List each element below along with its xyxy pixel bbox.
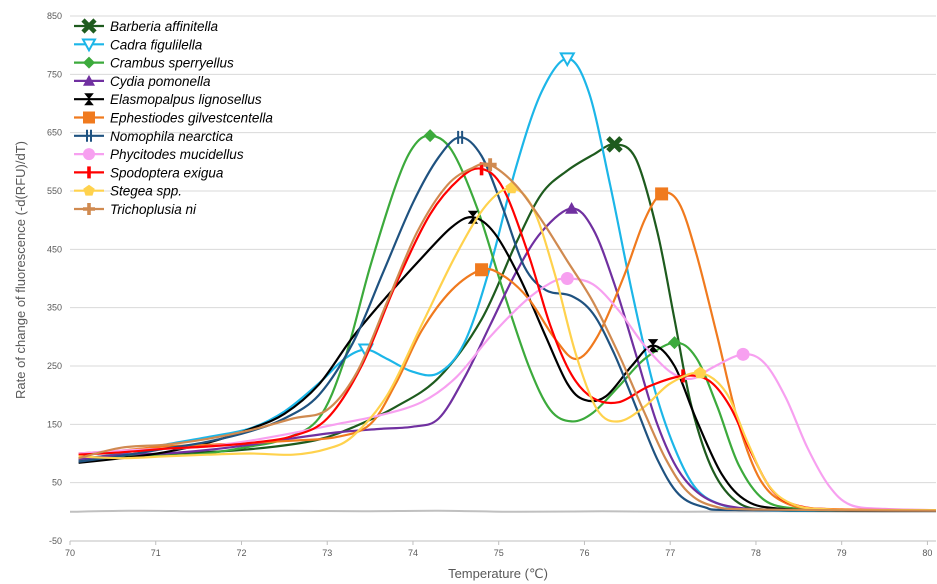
legend-item: Barberia affinitella bbox=[74, 18, 219, 34]
series-marker bbox=[694, 366, 707, 379]
legend-label: Cydia pomonella bbox=[110, 74, 211, 89]
x-tick-label: 79 bbox=[837, 548, 847, 558]
series-3 bbox=[78, 202, 937, 512]
legend-label: Elasmopalpus lignosellus bbox=[110, 92, 262, 107]
x-tick-label: 76 bbox=[579, 548, 589, 558]
y-tick-label: 550 bbox=[47, 186, 62, 196]
series-1 bbox=[78, 52, 937, 512]
legend-item: Trichoplusia ni bbox=[74, 202, 197, 217]
y-tick-label: 350 bbox=[47, 303, 62, 313]
series-marker bbox=[483, 158, 497, 172]
series-line bbox=[78, 57, 937, 512]
series-marker bbox=[606, 136, 623, 153]
x-tick-label: 77 bbox=[665, 548, 675, 558]
series-10 bbox=[78, 158, 937, 512]
series-marker bbox=[647, 339, 659, 353]
x-tick-label: 72 bbox=[236, 548, 246, 558]
y-tick-label: 650 bbox=[47, 128, 62, 138]
x-tick-label: 70 bbox=[65, 548, 75, 558]
series-marker bbox=[479, 162, 484, 176]
legend-marker bbox=[83, 148, 95, 161]
x-tick-label: 78 bbox=[751, 548, 761, 558]
legend-item: Nomophila nearctica bbox=[74, 129, 234, 144]
x-axis-title: Temperature (℃) bbox=[448, 566, 548, 581]
series-line bbox=[78, 186, 937, 512]
series-line bbox=[78, 216, 937, 512]
series-5 bbox=[78, 187, 937, 512]
x-axis-ticks: 70 71 72 73 74 75 76 77 78 79 80 bbox=[65, 541, 932, 558]
series-line bbox=[78, 191, 937, 512]
legend: Barberia affinitella Cadra figulilella Cra… bbox=[74, 18, 273, 217]
series-line bbox=[78, 143, 937, 512]
legend-marker bbox=[83, 184, 95, 196]
legend-label: Nomophila nearctica bbox=[110, 129, 234, 144]
x-tick-label: 74 bbox=[408, 548, 418, 558]
legend-label: Phycitodes mucidellus bbox=[110, 147, 244, 162]
series-marker bbox=[736, 347, 750, 361]
series-marker bbox=[423, 129, 437, 143]
legend-item: Spodoptera exigua bbox=[74, 165, 224, 180]
legend-marker bbox=[81, 18, 97, 34]
x-tick-label: 73 bbox=[322, 548, 332, 558]
legend-item: Cydia pomonella bbox=[74, 74, 211, 89]
y-tick-label: 150 bbox=[47, 419, 62, 429]
legend-label: Trichoplusia ni bbox=[110, 202, 197, 217]
series-line bbox=[78, 207, 937, 512]
y-axis-ticks: -50 50 150 250 350 450 550 650 750 850 bbox=[47, 11, 62, 546]
x-tick-label: 80 bbox=[922, 548, 932, 558]
y-tick-label: 50 bbox=[52, 478, 62, 488]
y-tick-label: 450 bbox=[47, 244, 62, 254]
legend-label: Ephestiodes gilvestcentella bbox=[110, 111, 273, 126]
legend-marker bbox=[83, 56, 95, 69]
series-marker bbox=[560, 272, 574, 285]
legend-label: Stegea spp. bbox=[110, 184, 182, 199]
legend-marker bbox=[87, 166, 91, 179]
x-tick-label: 75 bbox=[494, 548, 504, 558]
legend-label: Crambus sperryellus bbox=[110, 56, 234, 71]
legend-item: Cadra figulilella bbox=[74, 37, 203, 53]
legend-marker bbox=[83, 203, 95, 215]
legend-item: Crambus sperryellus bbox=[74, 56, 234, 71]
series-marker bbox=[559, 52, 576, 68]
series-marker bbox=[565, 202, 579, 214]
legend-item: Phycitodes mucidellus bbox=[74, 147, 244, 162]
legend-marker bbox=[84, 93, 94, 106]
series-9 bbox=[78, 181, 937, 512]
series-0 bbox=[78, 136, 937, 512]
series-marker bbox=[475, 263, 489, 277]
series-4 bbox=[78, 210, 937, 512]
legend-label: Spodoptera exigua bbox=[110, 165, 224, 180]
legend-marker bbox=[81, 38, 97, 53]
y-axis-title: Rate of change of fluorescence (-d(RFU)/… bbox=[13, 141, 28, 399]
legend-marker bbox=[83, 74, 95, 86]
series-line bbox=[78, 162, 937, 512]
y-tick-label: 250 bbox=[47, 361, 62, 371]
series-marker bbox=[505, 181, 518, 194]
y-tick-label: 850 bbox=[47, 11, 62, 21]
legend-label: Cadra figulilella bbox=[110, 37, 203, 52]
legend-item: Stegea spp. bbox=[74, 184, 182, 199]
series-8 bbox=[78, 162, 937, 512]
legend-marker bbox=[86, 129, 92, 142]
series-marker bbox=[655, 187, 669, 201]
series-marker bbox=[457, 130, 464, 144]
gridlines bbox=[70, 15, 936, 542]
series-line bbox=[78, 277, 937, 512]
x-tick-label: 71 bbox=[151, 548, 161, 558]
y-tick-label: 750 bbox=[47, 69, 62, 79]
series-marker bbox=[667, 336, 681, 350]
legend-marker bbox=[83, 111, 95, 124]
legend-item: Elasmopalpus lignosellus bbox=[74, 92, 262, 107]
series-layer bbox=[78, 52, 937, 512]
legend-label: Barberia affinitella bbox=[110, 19, 219, 34]
y-tick-label: -50 bbox=[49, 536, 62, 546]
legend-item: Ephestiodes gilvestcentella bbox=[74, 111, 273, 126]
